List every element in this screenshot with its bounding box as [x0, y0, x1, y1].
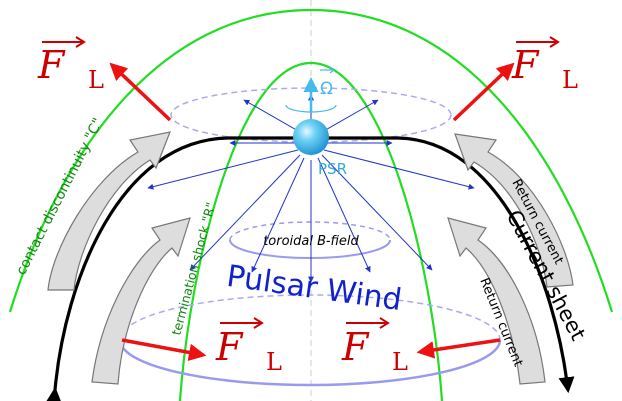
toroidal-label: toroidal B-field: [263, 234, 359, 249]
svg-text:L: L: [392, 348, 408, 376]
pulsar-sphere: [293, 119, 329, 155]
svg-text:F: F: [511, 43, 540, 87]
force-label-top-left: F L: [37, 36, 104, 94]
return-current-arrow-right-outer: [454, 133, 574, 288]
termination-shock-label: termination shock "R": [168, 201, 218, 337]
toroidal-ring-back: [229, 221, 391, 241]
omega-icon: [285, 66, 337, 113]
force-label-bottom-left: F L: [215, 317, 282, 376]
svg-text:L: L: [266, 348, 282, 376]
svg-text:F: F: [341, 325, 370, 369]
svg-text:L: L: [88, 66, 104, 94]
svg-text:F: F: [215, 325, 244, 369]
toroidal-ring-front: [229, 239, 391, 259]
return-current-arrow-right-inner: [447, 217, 546, 385]
force-arrows: [109, 62, 515, 362]
pulsar-wind-label: Pulsar Wind: [225, 259, 404, 318]
svg-text:L: L: [562, 66, 578, 94]
omega-label: Ω: [320, 79, 333, 99]
lower-ring-front: [118, 339, 502, 387]
upper-ring: [170, 87, 452, 143]
return-current-arrow-left-inner: [91, 217, 191, 385]
contact-discontinuity-curve: [8, 8, 614, 313]
lower-ring-back: [119, 294, 501, 341]
psr-label: PSR: [318, 160, 347, 178]
force-label-top-right: F L: [511, 36, 578, 94]
svg-text:F: F: [37, 43, 66, 87]
force-label-bottom-right: F L: [341, 317, 408, 376]
return-current-arrow-left-outer: [47, 131, 171, 291]
